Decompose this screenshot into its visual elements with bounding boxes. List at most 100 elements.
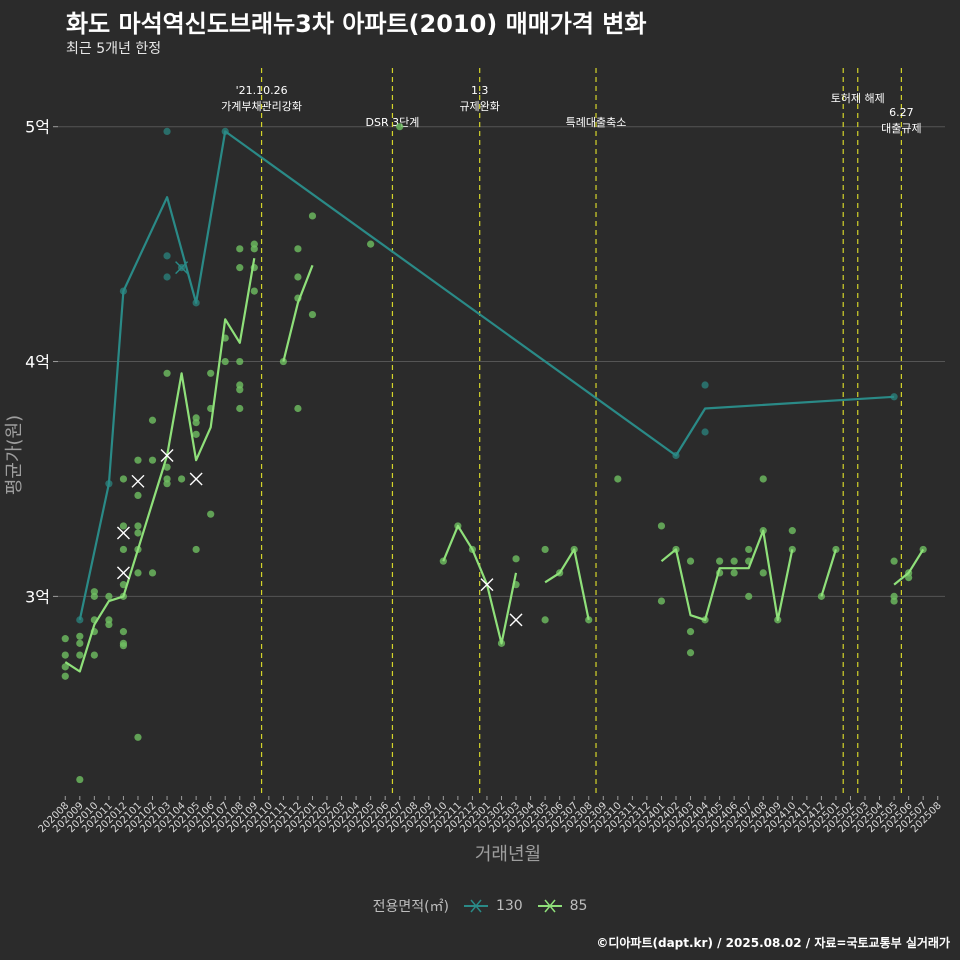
y-tick-label: 4억 <box>25 353 50 372</box>
data-point-85 <box>90 651 98 659</box>
data-point-85 <box>759 475 767 483</box>
series-line-85 <box>893 548 925 586</box>
cross-stroke <box>116 526 130 540</box>
data-point-85 <box>686 649 695 657</box>
data-point-85 <box>163 463 171 471</box>
data-point-85 <box>308 310 317 319</box>
data-point-85 <box>105 592 113 600</box>
data-point-130 <box>163 127 171 136</box>
series-line-85 <box>660 529 794 621</box>
data-point-85 <box>236 404 244 413</box>
legend-key-130 <box>464 899 489 913</box>
cross-marker-85 <box>189 472 203 486</box>
cross-stroke <box>116 566 130 580</box>
event-label: DSR 3단계 <box>366 116 420 129</box>
x-tick-labels: 2020082020092020102020112020122021012021… <box>37 796 944 835</box>
series-lines <box>64 130 925 673</box>
data-point-85 <box>134 491 142 500</box>
data-point-85 <box>236 386 244 394</box>
data-point-85 <box>890 597 898 605</box>
data-point-85 <box>134 529 142 537</box>
source-caption: ©디아파트(dapt.kr) / 2025.08.02 / 자료=국토교통부 실… <box>596 936 950 950</box>
cross-stroke <box>175 261 189 275</box>
grid <box>58 126 945 597</box>
y-tick-label: 3억 <box>25 587 50 606</box>
cross-stroke <box>160 448 174 462</box>
data-point-130 <box>701 381 709 389</box>
data-point-85 <box>367 240 375 248</box>
cross-marker-85 <box>509 613 523 627</box>
data-point-85 <box>76 639 84 647</box>
data-point-85 <box>308 212 317 220</box>
data-point-85 <box>76 775 84 784</box>
data-point-85 <box>61 635 69 643</box>
data-point-85 <box>134 456 142 464</box>
data-point-85 <box>148 416 157 424</box>
data-point-85 <box>279 357 287 366</box>
data-point-85 <box>236 357 244 366</box>
data-point-130 <box>163 252 171 260</box>
chart-title: 화도 마석역신도브래뉴3차 아파트(2010) 매매가격 변화 <box>66 10 647 38</box>
data-point-85 <box>119 522 128 530</box>
event-label: 토허제 해제 <box>831 91 885 105</box>
data-point-85 <box>61 672 69 680</box>
data-point-85 <box>192 430 200 438</box>
data-point-85 <box>686 557 695 565</box>
data-point-85 <box>730 569 738 577</box>
data-point-85 <box>745 592 753 600</box>
data-point-85 <box>250 245 258 253</box>
series-line-85 <box>282 264 314 362</box>
event-label: 특례대출축소 <box>566 116 627 129</box>
x-axis-label: 거래년월 <box>475 844 541 865</box>
data-point-85 <box>90 592 98 600</box>
data-point-85 <box>236 245 244 253</box>
cross-marker-85 <box>131 474 145 488</box>
event-label: 대출규제 <box>881 122 921 135</box>
data-point-85 <box>61 663 69 671</box>
legend: 전용면적(㎡) 130 85 <box>0 896 960 916</box>
data-point-85 <box>890 557 898 565</box>
data-point-85 <box>105 620 113 629</box>
data-point-130 <box>163 273 171 281</box>
cross-markers <box>116 261 523 627</box>
y-axis-label: 평균가(원) <box>4 415 25 495</box>
data-point-85 <box>61 651 69 659</box>
series-line-85 <box>544 548 590 621</box>
legend-label-85: 85 <box>569 898 588 914</box>
y-tick-label: 5억 <box>25 118 50 137</box>
data-point-85 <box>294 404 302 413</box>
cross-stroke <box>131 474 145 488</box>
data-point-85 <box>614 475 622 483</box>
data-point-85 <box>250 287 258 295</box>
data-point-130 <box>890 393 898 401</box>
cross-marker-85 <box>480 578 494 592</box>
data-point-85 <box>788 527 796 535</box>
data-point-85 <box>134 733 142 741</box>
data-point-85 <box>163 480 171 488</box>
cross-stroke <box>189 472 203 486</box>
cross-marker-85 <box>116 526 130 540</box>
data-point-85 <box>119 545 128 554</box>
data-point-85 <box>192 545 200 554</box>
data-point-85 <box>541 616 549 624</box>
data-point-85 <box>396 123 404 131</box>
data-point-85 <box>657 597 666 605</box>
event-label: 6.27 <box>889 106 914 119</box>
data-point-85 <box>657 522 666 530</box>
data-point-85 <box>207 510 215 518</box>
cross-marker-130 <box>175 261 189 275</box>
series-line-85 <box>820 549 837 597</box>
data-point-85 <box>148 456 157 464</box>
data-point-85 <box>294 273 302 281</box>
data-point-85 <box>148 569 157 577</box>
data-point-85 <box>207 369 215 377</box>
data-point-85 <box>759 569 767 577</box>
data-point-85 <box>512 555 520 563</box>
data-point-85 <box>76 651 84 659</box>
event-label: 가계부채관리강화 <box>221 100 302 113</box>
legend-label-130: 130 <box>495 898 523 914</box>
cross-stroke <box>480 578 494 592</box>
data-point-85 <box>163 369 171 377</box>
